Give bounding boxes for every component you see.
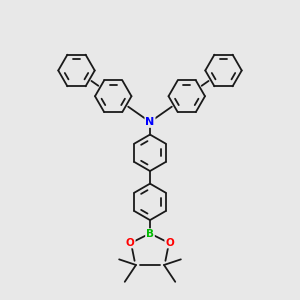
Text: B: B <box>146 229 154 239</box>
Text: O: O <box>126 238 135 248</box>
Text: O: O <box>165 238 174 248</box>
Text: N: N <box>146 117 154 127</box>
